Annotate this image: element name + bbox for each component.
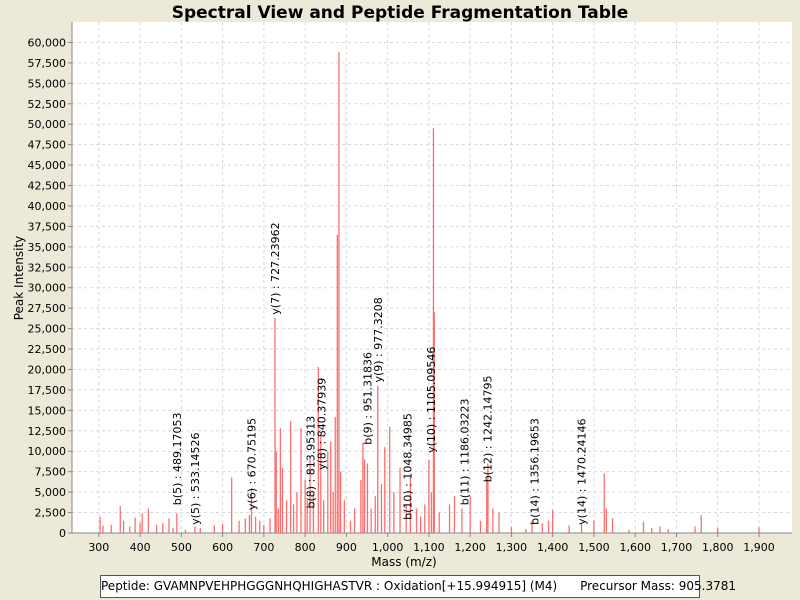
y-tick-label: 25,000 <box>28 323 67 336</box>
legend-peptide: Peptide: GVAMNPVEHPHGGGNHQHIGHASTVR : Ox… <box>101 579 558 593</box>
y-tick-label: 32,500 <box>28 261 67 274</box>
y-tick-label: 45,000 <box>28 159 67 172</box>
y-tick-label: 0 <box>59 527 66 540</box>
legend-precursor: Precursor Mass: 905.3781 <box>580 579 736 593</box>
x-tick-label: 1,600 <box>619 541 651 554</box>
y-tick-label: 17,500 <box>28 384 67 397</box>
x-tick-label: 1,900 <box>743 541 775 554</box>
x-tick-label: 1,800 <box>702 541 734 554</box>
y-tick-label: 42,500 <box>28 180 67 193</box>
x-tick-label: 1,000 <box>372 541 404 554</box>
chart-title: Spectral View and Peptide Fragmentation … <box>171 3 629 23</box>
y-tick-label: 12,500 <box>28 425 67 438</box>
peak-annotation: y(5) : 533.14526 <box>189 433 202 525</box>
y-tick-label: 5,000 <box>35 486 67 499</box>
peak-annotation: b(5) : 489.17053 <box>171 412 184 505</box>
peak-annotation: b(11) : 1186.03223 <box>458 398 471 505</box>
y-tick-label: 7,500 <box>35 466 67 479</box>
peak-annotation: y(14) : 1470.24146 <box>576 419 589 525</box>
y-tick-label: 27,500 <box>28 302 67 315</box>
x-tick-label: 600 <box>212 541 233 554</box>
x-tick-label: 1,700 <box>661 541 693 554</box>
y-tick-label: 30,000 <box>28 282 67 295</box>
y-tick-label: 22,500 <box>28 343 67 356</box>
peak-annotation: y(9) : 977.3208 <box>372 297 385 382</box>
x-tick-label: 300 <box>88 541 109 554</box>
y-tick-label: 15,000 <box>28 404 67 417</box>
peak-annotation: b(12) : 1242.14795 <box>481 376 494 483</box>
x-tick-label: 800 <box>295 541 316 554</box>
y-tick-label: 60,000 <box>28 36 67 49</box>
y-tick-label: 40,000 <box>28 200 67 213</box>
x-tick-label: 1,100 <box>413 541 445 554</box>
x-tick-label: 1,400 <box>537 541 569 554</box>
legend: Peptide: GVAMNPVEHPHGGGNHQHIGHASTVR : Ox… <box>100 575 736 598</box>
y-tick-label: 47,500 <box>28 139 67 152</box>
peak-annotation: y(6) : 670.75195 <box>245 418 258 510</box>
x-tick-label: 500 <box>171 541 192 554</box>
y-tick-label: 57,500 <box>28 57 67 70</box>
x-tick-label: 900 <box>336 541 357 554</box>
y-tick-label: 50,000 <box>28 118 67 131</box>
x-tick-label: 700 <box>253 541 274 554</box>
plot-area <box>72 22 792 533</box>
peak-annotation: y(10) : 1105.09546 <box>425 347 438 453</box>
y-tick-label: 10,000 <box>28 445 67 458</box>
x-tick-label: 1,500 <box>578 541 610 554</box>
y-tick-label: 55,000 <box>28 77 67 90</box>
peak-annotation: b(8) : 813.95313 <box>304 416 317 509</box>
peak-annotation: b(9) : 951.31836 <box>361 352 374 445</box>
x-tick-label: 1,300 <box>496 541 528 554</box>
y-axis-label: Peak Intensity <box>12 236 26 321</box>
y-tick-label: 35,000 <box>28 241 67 254</box>
y-tick-label: 20,000 <box>28 363 67 376</box>
x-axis-label: Mass (m/z) <box>371 555 436 569</box>
y-tick-label: 37,500 <box>28 220 67 233</box>
x-tick-label: 1,200 <box>454 541 486 554</box>
peak-annotation: y(7) : 727.23962 <box>269 222 282 314</box>
peak-annotation: b(14) : 1356.19653 <box>529 418 542 525</box>
y-tick-label: 52,500 <box>28 98 67 111</box>
peak-annotation: y(8) : 840.37939 <box>316 378 329 470</box>
x-tick-label: 400 <box>130 541 151 554</box>
y-tick-label: 2,500 <box>35 507 67 520</box>
peak-annotation: b(10) : 1048.34985 <box>401 413 414 520</box>
